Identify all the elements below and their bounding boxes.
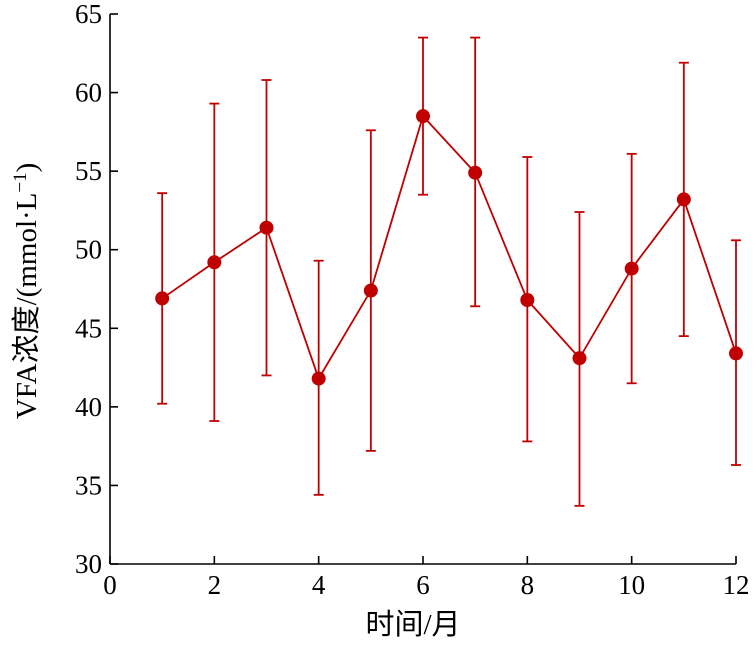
error-bars: [157, 36, 741, 507]
x-tick-label: 2: [208, 570, 222, 600]
data-point: [729, 346, 743, 361]
y-tick-label: 60: [75, 78, 102, 108]
data-point: [468, 165, 483, 180]
x-tick-label: 0: [103, 570, 117, 600]
x-tick-label: 6: [416, 570, 430, 600]
data-point: [311, 371, 326, 386]
data-point: [624, 261, 639, 276]
axes: 0 2 4 6 8 10 12 30 35 40 45 50 55 60 65: [75, 0, 750, 600]
data-point: [155, 291, 170, 306]
y-tick-label: 40: [75, 392, 102, 422]
data-series: [155, 109, 743, 386]
y-tick-label: 45: [75, 313, 102, 343]
data-point: [572, 351, 587, 366]
y-axis-label-main: VFA浓度/(mmol·L: [10, 193, 43, 420]
data-point: [259, 220, 274, 235]
y-axis-label-superscript: −1: [10, 172, 31, 192]
y-tick-label: 55: [75, 156, 102, 186]
y-axis-label-close: ): [11, 163, 43, 173]
x-tick-label: 8: [521, 570, 535, 600]
y-tick-label: 65: [75, 0, 102, 29]
y-tick-label: 30: [75, 549, 102, 579]
data-point: [363, 283, 378, 298]
axis-titles: 时间/月 VFA浓度/(mmol·L−1): [10, 163, 461, 641]
y-axis-label: VFA浓度/(mmol·L−1): [10, 163, 44, 420]
x-axis-label: 时间/月: [365, 608, 460, 641]
data-point: [416, 109, 430, 124]
series-line: [161, 114, 737, 381]
x-tick-label: 12: [723, 570, 750, 600]
x-tick-label: 4: [312, 570, 326, 600]
data-point: [207, 255, 222, 270]
data-point: [676, 192, 691, 207]
x-tick-label: 10: [618, 570, 645, 600]
y-tick-label: 50: [75, 235, 102, 265]
data-point: [520, 293, 535, 307]
y-tick-label: 35: [75, 470, 102, 500]
